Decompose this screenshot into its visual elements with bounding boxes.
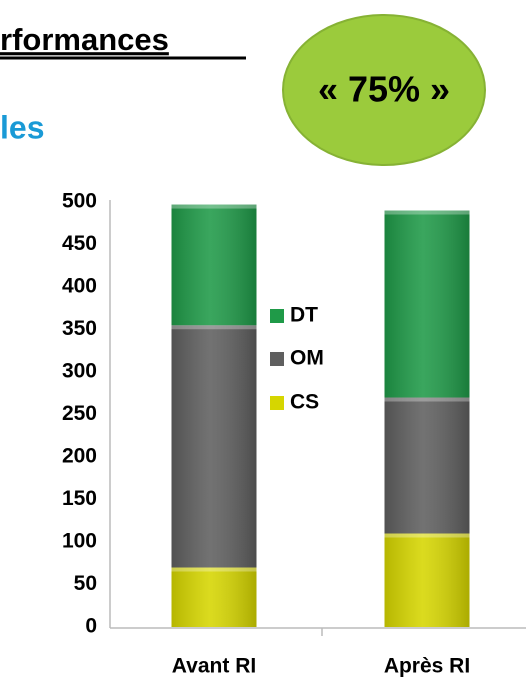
- y-tick-label: 200: [62, 445, 97, 468]
- bar-shade: [171, 567, 257, 627]
- y-tick-label: 350: [62, 317, 97, 340]
- chart-subtitle: les: [0, 109, 44, 145]
- y-tick-label: 500: [62, 190, 97, 213]
- legend-label: OM: [290, 347, 324, 370]
- bar-top-highlight: [171, 204, 257, 209]
- bar-top-highlight: [384, 210, 470, 215]
- bar-shade: [384, 210, 470, 398]
- legend-swatch: [270, 309, 284, 323]
- y-tick-label: 250: [62, 402, 97, 425]
- y-tick-label: 300: [62, 360, 97, 383]
- chart-title: rformances: [0, 22, 169, 57]
- bar-shade: [384, 397, 470, 534]
- legend-swatch: [270, 352, 284, 366]
- bar-top-highlight: [171, 325, 257, 330]
- y-tick-label: 100: [62, 530, 97, 553]
- bar-top-highlight: [384, 397, 470, 402]
- legend-label: CS: [290, 391, 319, 414]
- bar-shade: [384, 533, 470, 627]
- y-tick-label: 150: [62, 487, 97, 510]
- legend-swatch: [270, 396, 284, 410]
- y-tick-label: 50: [74, 572, 97, 595]
- legend-label: DT: [290, 304, 318, 327]
- y-tick-label: 450: [62, 232, 97, 255]
- bar-top-highlight: [384, 533, 470, 538]
- bar-shade: [171, 204, 257, 326]
- y-tick-label: 0: [85, 615, 97, 638]
- bar-top-highlight: [171, 567, 257, 572]
- annotation: « 75% »: [318, 69, 450, 110]
- bar-shade: [171, 325, 257, 568]
- x-tick-label: Après RI: [384, 655, 470, 678]
- y-tick-label: 400: [62, 275, 97, 298]
- x-tick-label: Avant RI: [172, 655, 256, 678]
- annotation-bubble: [282, 14, 486, 166]
